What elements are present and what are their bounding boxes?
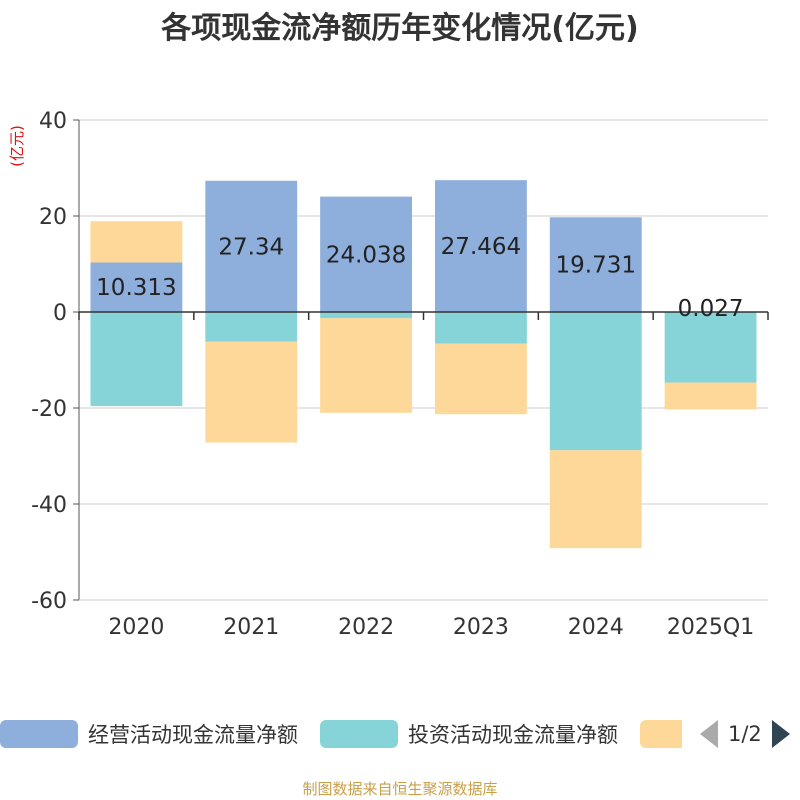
- legend-label-investing: 投资活动现金流量净额: [408, 723, 618, 747]
- x-tick-label: 2024: [568, 615, 624, 640]
- legend-next-arrow-icon[interactable]: [771, 720, 790, 748]
- x-tick-label: 2021: [223, 615, 279, 640]
- data-source-note: 制图数据来自恒生聚源数据库: [302, 780, 498, 798]
- bar-series2-2020[interactable]: [90, 221, 183, 263]
- bar-series1-2024[interactable]: [549, 312, 642, 451]
- y-tick-label: -60: [31, 589, 67, 614]
- y-tick-label: -40: [31, 493, 67, 518]
- data-label-2023: 27.464: [441, 234, 521, 260]
- bar-series2-2024[interactable]: [549, 450, 642, 549]
- x-tick-label: 2023: [453, 615, 509, 640]
- bar-series0-2024[interactable]: [549, 217, 642, 312]
- y-tick-label: 20: [39, 205, 67, 230]
- bar-series1-2023[interactable]: [434, 312, 527, 344]
- legend-item-operating[interactable]: 经营活动现金流量净额: [0, 714, 298, 754]
- y-axis-label: (亿元): [8, 125, 26, 167]
- chart: 各项现金流净额历年变化情况(亿元) (亿元) 40 20 0 -20 -40 -60 202…: [8, 11, 769, 640]
- bars: [90, 180, 757, 549]
- chart-title: 各项现金流净额历年变化情况(亿元): [160, 11, 638, 46]
- legend-label-operating: 经营活动现金流量净额: [88, 723, 298, 747]
- bar-series1-2020[interactable]: [90, 312, 183, 407]
- y-tick-label: 40: [39, 109, 67, 134]
- x-tick-label: 2022: [338, 615, 394, 640]
- y-tick-label: -20: [31, 397, 67, 422]
- axes: 40 20 0 -20 -40 -60 2020 2021 2022 2023 2024 2025Q1: [31, 109, 769, 640]
- bar-series1-2021[interactable]: [205, 312, 298, 342]
- legend-swatch-investing: [320, 720, 398, 748]
- legend-item-investing[interactable]: 投资活动现金流量净额: [320, 714, 618, 754]
- bar-series2-2023[interactable]: [434, 343, 527, 415]
- y-tick-label: 0: [53, 301, 67, 326]
- x-tick-label: 2025Q1: [667, 615, 754, 640]
- bar-series1-2025Q1[interactable]: [664, 312, 757, 383]
- bar-series2-2022[interactable]: [320, 318, 413, 413]
- legend-page-indicator: 1/2: [728, 722, 762, 746]
- data-label-2022: 24.038: [326, 242, 406, 268]
- bar-series0-2023[interactable]: [434, 180, 527, 312]
- legend-swatch-financing: [640, 720, 682, 748]
- legend-prev-arrow-icon[interactable]: [700, 720, 718, 748]
- legend-item-financing[interactable]: [640, 714, 692, 754]
- data-label-2024: 19.731: [556, 253, 636, 279]
- legend: 经营活动现金流量净额 投资活动现金流量净额 1/2: [0, 714, 800, 754]
- legend-pager: 1/2: [700, 714, 790, 754]
- data-label-2025Q1: 0.027: [678, 296, 744, 322]
- bar-series0-2022[interactable]: [320, 196, 413, 312]
- data-label-2020: 10.313: [96, 275, 176, 301]
- bar-series2-2021[interactable]: [205, 341, 298, 443]
- bar-series0-2021[interactable]: [205, 180, 298, 312]
- bar-series2-2025Q1[interactable]: [664, 382, 757, 410]
- x-tick-label: 2020: [108, 615, 164, 640]
- bar-series0-2020[interactable]: [90, 262, 183, 312]
- bar-series1-2022[interactable]: [320, 312, 413, 319]
- legend-swatch-operating: [0, 720, 78, 748]
- data-label-2021: 27.34: [218, 234, 284, 260]
- data-labels: 10.313 27.34 24.038 27.464 19.731 0.027: [96, 234, 743, 322]
